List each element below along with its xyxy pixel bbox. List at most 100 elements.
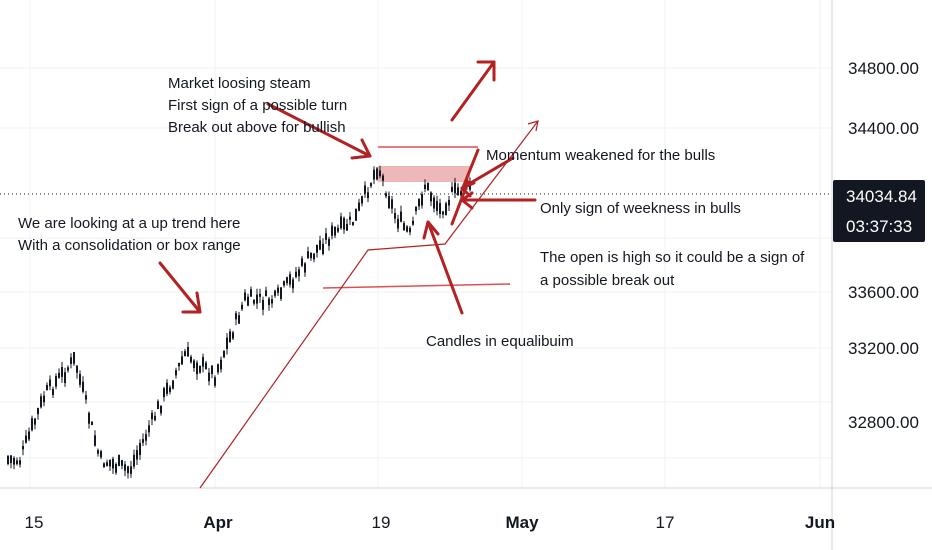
candle-body bbox=[61, 367, 63, 377]
candle-body bbox=[67, 367, 69, 371]
candle-body bbox=[64, 372, 66, 384]
note-open-high-1: The open is high so it could be a sign o… bbox=[540, 249, 805, 266]
candle-body bbox=[115, 463, 117, 473]
y-tick-label: 34800.00 bbox=[848, 59, 919, 78]
candle-body bbox=[367, 192, 369, 199]
arrow-uptrend-head bbox=[181, 291, 202, 314]
candle-body bbox=[286, 277, 288, 284]
candle-body bbox=[250, 289, 252, 297]
candle-body bbox=[328, 239, 330, 246]
candle-body bbox=[130, 466, 132, 474]
candle-body bbox=[10, 455, 12, 463]
candle-body bbox=[34, 418, 36, 425]
candle-body bbox=[148, 425, 150, 433]
candle-body bbox=[178, 363, 180, 367]
candle-body bbox=[40, 396, 42, 408]
arrow-momentum-head bbox=[460, 181, 476, 198]
candle-body bbox=[307, 251, 309, 259]
candle-body bbox=[70, 357, 72, 364]
candle-body bbox=[265, 290, 267, 297]
x-tick-label: 19 bbox=[372, 513, 391, 532]
x-tick-label: May bbox=[505, 513, 539, 532]
candle-body bbox=[370, 183, 372, 187]
arrow-open-high bbox=[450, 180, 470, 226]
x-tick-label: 15 bbox=[25, 513, 44, 532]
candle-body bbox=[184, 351, 186, 357]
candle-body bbox=[181, 356, 183, 365]
candle-body bbox=[196, 362, 198, 375]
candle-body bbox=[289, 274, 291, 285]
candle-body bbox=[436, 201, 438, 211]
resistance-zone bbox=[378, 166, 470, 182]
candle-body bbox=[25, 435, 27, 443]
candle-body bbox=[358, 202, 360, 211]
candle-body bbox=[208, 372, 210, 382]
candle-body bbox=[100, 451, 102, 458]
x-tick-label: 17 bbox=[656, 513, 675, 532]
candle-body bbox=[415, 206, 417, 212]
candle-body bbox=[31, 418, 33, 431]
candle-body bbox=[274, 290, 276, 296]
candles bbox=[7, 165, 471, 479]
arrow-breakout-head bbox=[476, 60, 496, 82]
candle-body bbox=[322, 243, 324, 255]
candle-body bbox=[394, 213, 396, 219]
candle-body bbox=[226, 337, 228, 349]
candle-body bbox=[217, 364, 219, 373]
candle-body bbox=[22, 445, 24, 450]
candle-body bbox=[304, 263, 306, 273]
candle-body bbox=[310, 252, 312, 259]
candle-body bbox=[280, 287, 282, 299]
candle-body bbox=[343, 217, 345, 230]
candle-body bbox=[271, 299, 273, 304]
candle-body bbox=[247, 296, 249, 306]
candle-body bbox=[121, 460, 123, 466]
candle-body bbox=[127, 466, 129, 474]
candle-body bbox=[454, 182, 456, 194]
candle-body bbox=[340, 216, 342, 229]
note-equilibrium: Candles in equalibuim bbox=[426, 333, 574, 350]
candle-body bbox=[331, 225, 333, 236]
candle-body bbox=[418, 198, 420, 207]
candle-body bbox=[382, 175, 384, 181]
candle-body bbox=[193, 360, 195, 368]
candle-body bbox=[292, 279, 294, 289]
price-axis[interactable]: 34800.00 34400.00 33600.00 33200.00 3280… bbox=[848, 59, 919, 432]
candle-body bbox=[13, 457, 15, 465]
x-tick-label: Jun bbox=[805, 513, 835, 532]
candle-body bbox=[313, 253, 315, 260]
candle-body bbox=[142, 439, 144, 443]
candle-body bbox=[136, 450, 138, 460]
candle-body bbox=[220, 359, 222, 370]
note-open-high-2: a possible break out bbox=[540, 272, 675, 289]
candle-body bbox=[19, 460, 21, 465]
candle-body bbox=[334, 226, 336, 236]
arrow-momentum bbox=[460, 148, 480, 192]
candle-body bbox=[403, 223, 405, 231]
candle-body bbox=[88, 412, 90, 424]
candle-body bbox=[451, 186, 453, 192]
candle-body bbox=[97, 450, 99, 454]
candle-body bbox=[442, 211, 444, 215]
candle-body bbox=[388, 196, 390, 208]
candle-body bbox=[37, 408, 39, 415]
candle-body bbox=[409, 227, 411, 233]
candle-body bbox=[262, 299, 264, 310]
candle-body bbox=[256, 294, 258, 304]
candle-body bbox=[457, 187, 459, 196]
candle-body bbox=[397, 218, 399, 229]
arrow-breakout bbox=[450, 60, 496, 122]
note-uptrend-2: With a consolidation or box range bbox=[18, 237, 241, 254]
arrow-equilibrium bbox=[426, 220, 464, 315]
candle-body bbox=[361, 196, 363, 204]
candle-body bbox=[166, 382, 168, 394]
time-axis[interactable]: 15 Apr 19 May 17 Jun bbox=[25, 513, 836, 532]
candle-body bbox=[325, 233, 327, 240]
candle-body bbox=[16, 460, 18, 465]
candle-body bbox=[298, 269, 300, 277]
candle-body bbox=[379, 170, 381, 177]
candle-body bbox=[202, 357, 204, 367]
candle-body bbox=[52, 389, 54, 396]
candle-body bbox=[28, 431, 30, 440]
